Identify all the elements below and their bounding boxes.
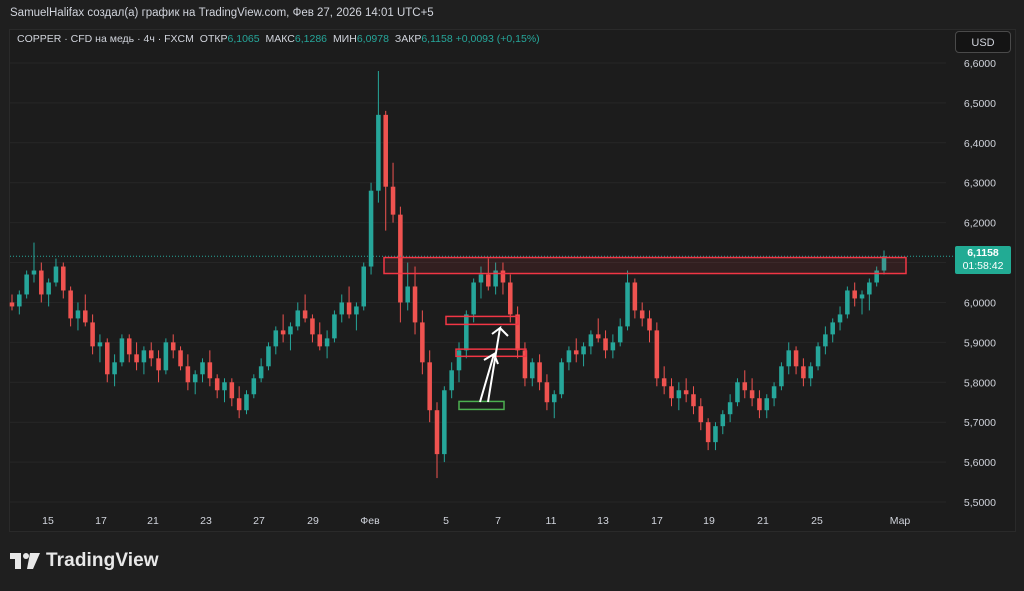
last-price-tag: 6,1158 01:58:42 — [955, 246, 1011, 274]
symbol-name: COPPER · CFD на медь · 4ч · FXCM — [17, 33, 194, 45]
bar-countdown: 01:58:42 — [962, 260, 1004, 272]
close-label: ЗАКР — [394, 33, 422, 45]
open-label: ОТКР — [199, 33, 228, 45]
high-value: 6,1286 — [294, 33, 328, 45]
close-value: 6,1158 — [421, 33, 453, 45]
low-label: МИН — [332, 33, 357, 45]
tradingview-logo-icon — [10, 553, 40, 569]
currency-button[interactable]: USD — [955, 31, 1011, 53]
tradingview-logo[interactable]: TradingView — [10, 550, 159, 572]
chart-panel[interactable] — [9, 29, 1016, 532]
low-value: 6,0978 — [356, 33, 389, 45]
last-price-value: 6,1158 — [967, 247, 999, 259]
change-value: +0,0093 (+0,15%) — [455, 33, 540, 45]
symbol-legend: COPPER · CFD на медь · 4ч · FXCM ОТКР6,1… — [17, 33, 540, 45]
high-label: МАКС — [265, 33, 295, 45]
tradingview-wordmark: TradingView — [46, 550, 159, 571]
chart-header: SamuelHalifax создал(а) график на Tradin… — [10, 7, 434, 19]
open-value: 6,1065 — [227, 33, 260, 45]
